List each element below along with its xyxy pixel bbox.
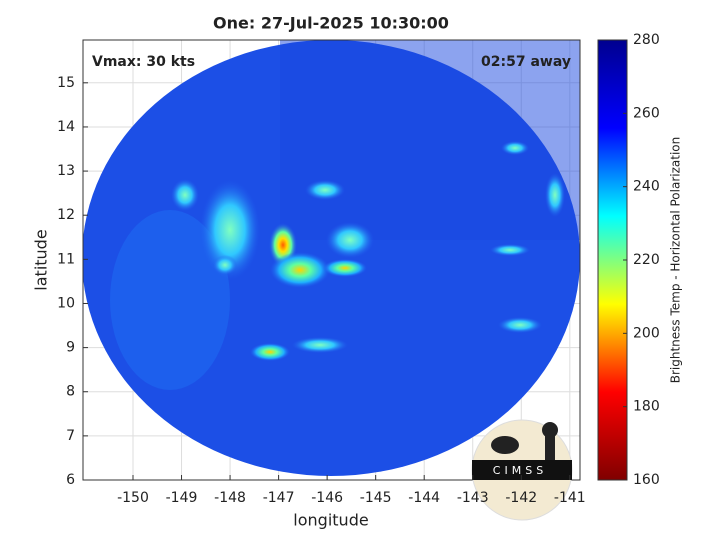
y-tick-label: 6 [66, 472, 75, 488]
x-tick-label: -144 [408, 490, 440, 506]
x-axis-label: longitude [293, 511, 368, 530]
x-tick-label: -142 [505, 490, 537, 506]
colorbar-tick-label: 220 [633, 252, 660, 268]
annotation: 02:57 away [481, 54, 571, 70]
x-tick-label: -147 [263, 490, 295, 506]
colorbar-tick-label: 160 [633, 472, 660, 488]
swath [82, 40, 580, 476]
y-tick-label: 14 [57, 119, 75, 135]
y-tick-label: 11 [57, 251, 75, 267]
colorbar: 160 180 200 220 240 260 280 [598, 32, 660, 488]
x-tick-label: -148 [214, 490, 246, 506]
y-axis-label: latitude [32, 229, 51, 290]
x-tick-label: -149 [166, 490, 198, 506]
y-tick-label: 8 [66, 384, 75, 400]
colorbar-tick-label: 260 [633, 105, 660, 121]
y-tick-label: 12 [57, 207, 75, 223]
annotation: Vmax: 30 kts [92, 54, 195, 70]
x-tick-label: -150 [117, 490, 149, 506]
y-tick-label: 9 [66, 340, 75, 356]
colorbar-scale [598, 40, 627, 480]
x-tick-label: -141 [554, 490, 586, 506]
y-tick-label: 10 [57, 295, 75, 311]
x-tick-label: -145 [360, 490, 392, 506]
logo-text: CIMSS [493, 464, 547, 477]
y-tick-label: 7 [66, 428, 75, 444]
x-tick-label: -146 [311, 490, 343, 506]
chart-title: One: 27-Jul-2025 10:30:00 [213, 14, 449, 33]
colorbar-tick-label: 200 [633, 325, 660, 341]
colorbar-tick-label: 240 [633, 179, 660, 195]
chart: One: 27-Jul-2025 10:30:00 Vmax: 30 kts 0… [0, 0, 720, 540]
y-tick-label: 15 [57, 75, 75, 91]
colorbar-tick-label: 280 [633, 32, 660, 48]
colorbar-tick-label: 180 [633, 399, 660, 415]
y-tick-label: 13 [57, 163, 75, 179]
colorbar-label: Brightness Temp - Horizontal Polarizatio… [669, 137, 683, 384]
x-tick-label: -143 [457, 490, 489, 506]
